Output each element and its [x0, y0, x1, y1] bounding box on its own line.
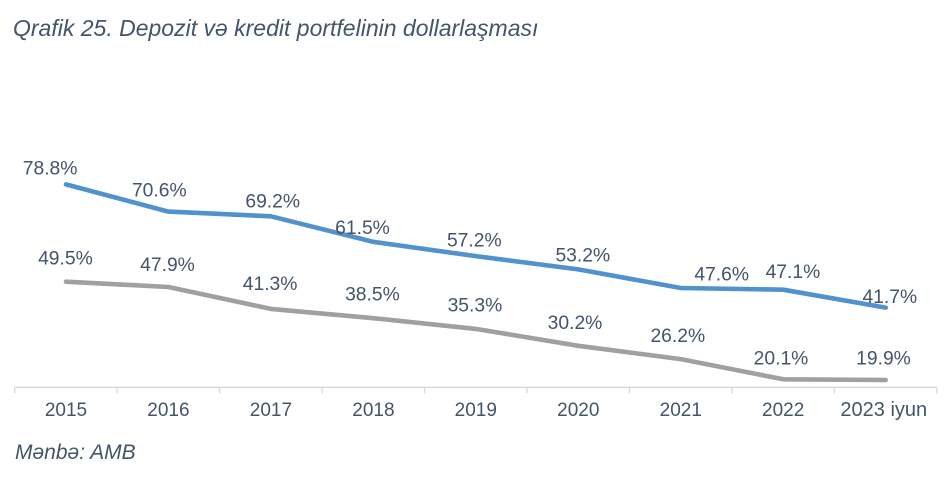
svg-text:19.9%: 19.9% — [856, 349, 911, 370]
svg-text:Mənbə: AMB: Mənbə: AMB — [15, 441, 136, 464]
svg-text:2021: 2021 — [660, 400, 702, 421]
svg-text:35.3%: 35.3% — [448, 295, 503, 316]
svg-text:70.6%: 70.6% — [132, 181, 187, 202]
svg-text:30.2%: 30.2% — [548, 313, 603, 334]
svg-text:49.5%: 49.5% — [38, 249, 93, 270]
svg-text:57.2%: 57.2% — [447, 230, 502, 251]
svg-text:61.5%: 61.5% — [335, 218, 390, 239]
svg-text:2016: 2016 — [147, 400, 189, 421]
svg-text:47.1%: 47.1% — [766, 262, 821, 283]
svg-text:47.6%: 47.6% — [694, 264, 749, 285]
svg-text:47.9%: 47.9% — [140, 255, 195, 276]
svg-text:2018: 2018 — [352, 400, 394, 421]
svg-text:41.3%: 41.3% — [243, 274, 298, 295]
svg-text:41.7%: 41.7% — [862, 287, 917, 308]
svg-text:78.8%: 78.8% — [23, 159, 78, 180]
svg-text:53.2%: 53.2% — [555, 245, 610, 266]
svg-text:2023 iyun: 2023 iyun — [840, 399, 927, 421]
svg-text:2017: 2017 — [250, 400, 292, 421]
svg-text:20.1%: 20.1% — [754, 349, 809, 370]
svg-text:2015: 2015 — [45, 400, 87, 421]
svg-text:26.2%: 26.2% — [650, 326, 705, 347]
svg-text:69.2%: 69.2% — [245, 192, 300, 213]
svg-text:2020: 2020 — [557, 400, 599, 421]
svg-text:Qrafik 25. Depozit və kredit p: Qrafik 25. Depozit və kredit portfelinin… — [13, 15, 538, 41]
svg-text:38.5%: 38.5% — [345, 285, 400, 306]
svg-text:2022: 2022 — [762, 400, 804, 421]
svg-text:2019: 2019 — [455, 400, 497, 421]
